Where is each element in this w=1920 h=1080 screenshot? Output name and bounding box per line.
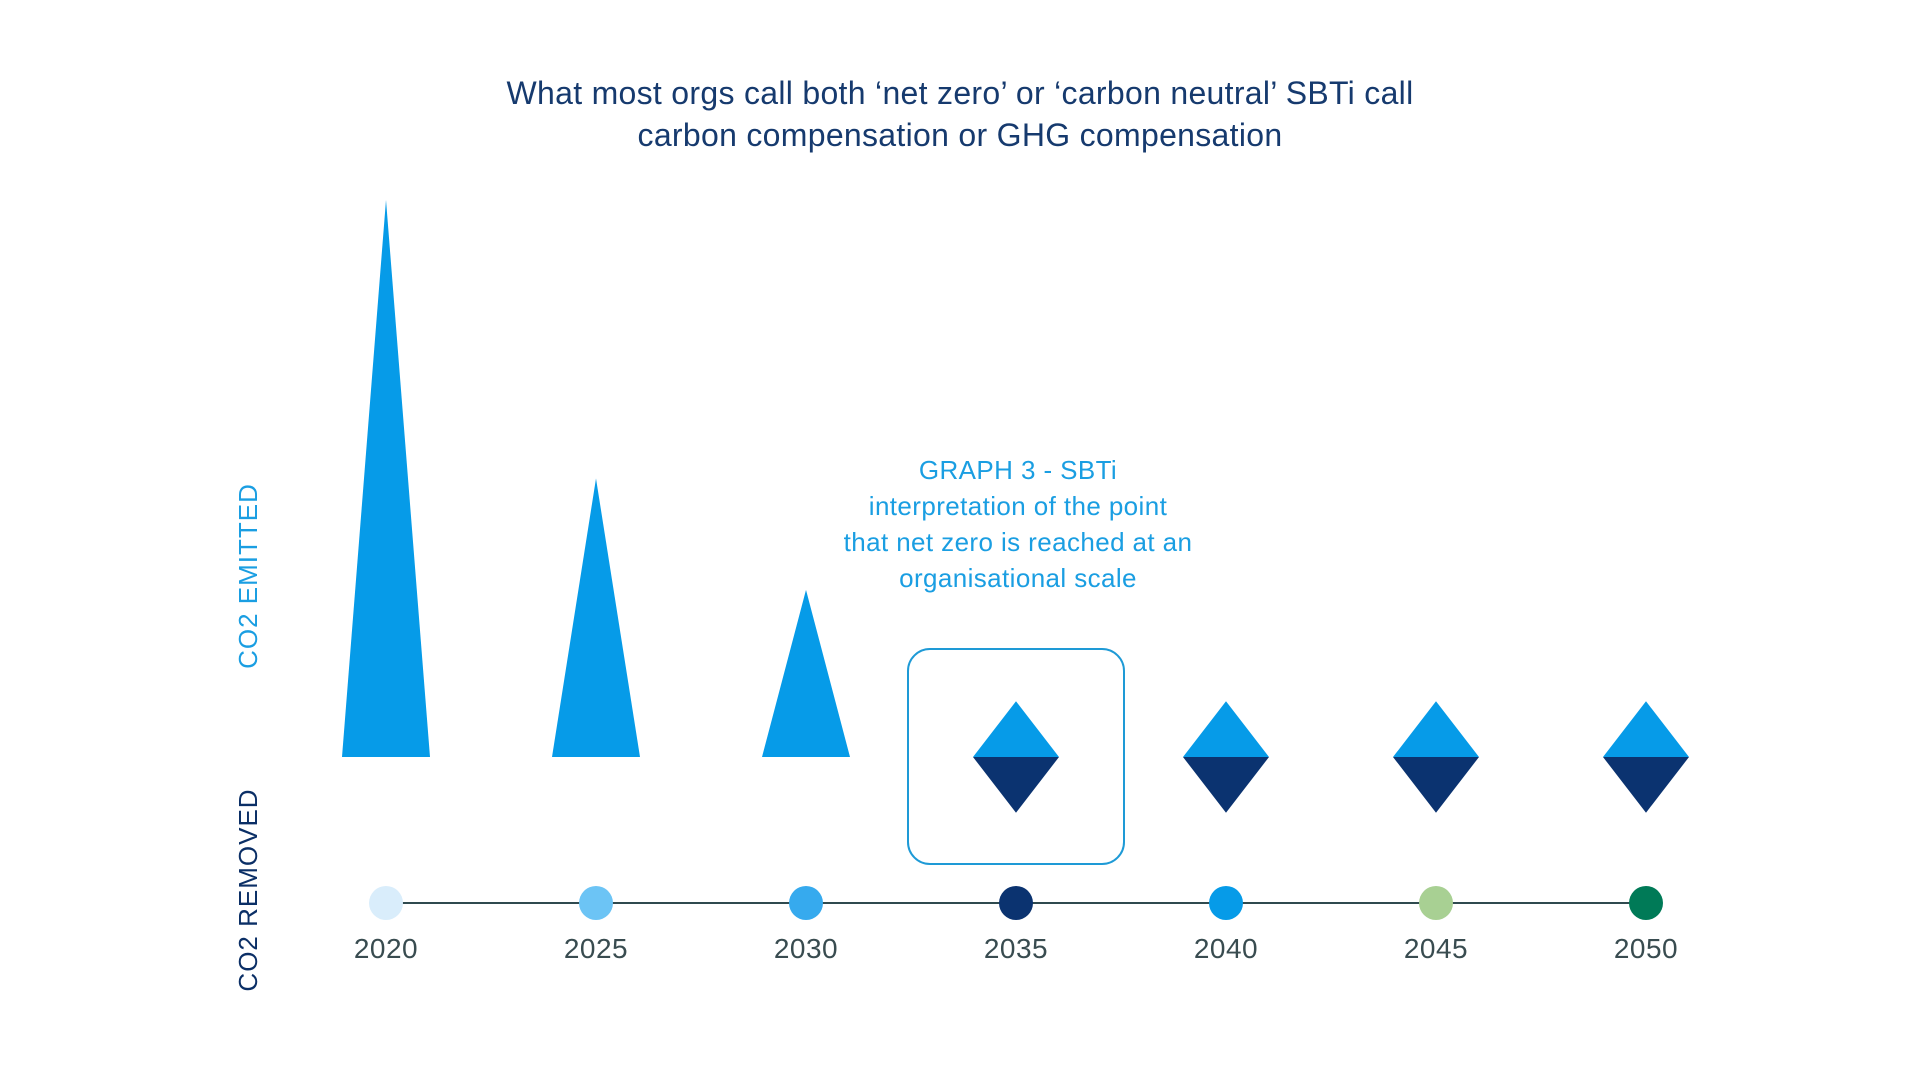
timeline-dot-2040	[1209, 886, 1243, 920]
diagram-title: What most orgs call both ‘net zero’ or ‘…	[0, 72, 1920, 156]
year-label-2045: 2045	[1404, 933, 1468, 964]
graph-annotation: GRAPH 3 - SBTi interpretation of the poi…	[768, 452, 1268, 596]
highlight-box-2035	[907, 648, 1125, 865]
emitted-triangle-2030	[762, 589, 850, 757]
removed-half-diamond-2040	[1183, 757, 1269, 813]
year-label-2025: 2025	[564, 933, 628, 964]
title-line-2: carbon compensation or GHG compensation	[637, 117, 1283, 153]
removed-half-diamond-2035	[973, 757, 1059, 813]
emitted-half-diamond-2035	[973, 701, 1059, 757]
timeline-layer	[369, 886, 1663, 920]
shapes-layer	[342, 200, 1689, 813]
emitted-half-diamond-2040	[1183, 701, 1269, 757]
annotation-line-4: organisational scale	[899, 563, 1137, 593]
highlight-layer	[907, 648, 1125, 865]
emitted-half-diamond-2045	[1393, 701, 1479, 757]
year-label-2030: 2030	[774, 933, 838, 964]
year-label-2035: 2035	[984, 933, 1048, 964]
annotation-line-2: interpretation of the point	[868, 491, 1168, 521]
emitted-triangle-2020	[342, 200, 430, 757]
year-label-2020: 2020	[354, 933, 418, 964]
title-line-1: What most orgs call both ‘net zero’ or ‘…	[506, 75, 1414, 111]
timeline-dot-2025	[579, 886, 613, 920]
timeline-dot-2035	[999, 886, 1033, 920]
annotation-line-3: that net zero is reached at an	[843, 527, 1193, 557]
removed-half-diamond-2050	[1603, 757, 1689, 813]
timeline-dot-2030	[789, 886, 823, 920]
timeline-dot-2020	[369, 886, 403, 920]
timeline-dot-2045	[1419, 886, 1453, 920]
annotation-line-1: GRAPH 3 - SBTi	[918, 455, 1118, 485]
year-labels-layer: 2020 2025 2030 2035 2040 2045 2050	[354, 933, 1678, 964]
emitted-triangle-2025	[552, 478, 640, 757]
removed-half-diamond-2045	[1393, 757, 1479, 813]
timeline-dot-2050	[1629, 886, 1663, 920]
year-label-2040: 2040	[1194, 933, 1258, 964]
emitted-half-diamond-2050	[1603, 701, 1689, 757]
year-label-2050: 2050	[1614, 933, 1678, 964]
